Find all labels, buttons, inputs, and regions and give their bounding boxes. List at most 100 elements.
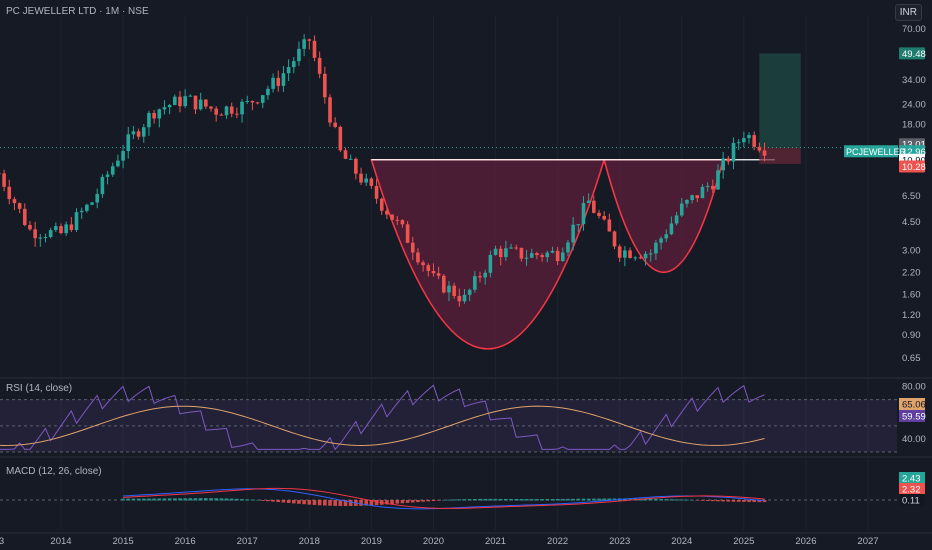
candle [462, 294, 467, 302]
macd-bar [188, 498, 193, 501]
macd-bar [281, 500, 286, 503]
candle [747, 135, 751, 139]
candle [659, 238, 663, 243]
candle [669, 223, 674, 235]
candle [447, 285, 451, 293]
macd-bar [654, 498, 658, 501]
candle [416, 252, 420, 263]
candle [291, 61, 296, 68]
time-tick-label: 13 [0, 536, 4, 547]
price-tick-label: 3.00 [902, 245, 921, 256]
macd-bar [483, 498, 487, 501]
candle [478, 276, 482, 278]
price-tick-label: 4.50 [902, 217, 921, 228]
candle [617, 246, 622, 258]
candle [369, 178, 374, 186]
candle [141, 127, 146, 137]
candle [193, 95, 198, 110]
candle [302, 39, 306, 49]
candle [116, 160, 120, 167]
candle [643, 253, 648, 259]
macd-bar [126, 498, 131, 501]
candle [493, 248, 498, 255]
candle [348, 158, 353, 160]
macd-bar [183, 498, 187, 501]
candle [395, 219, 400, 221]
macd-bar [524, 499, 529, 501]
price-tick-label: 70.00 [902, 24, 926, 35]
candle [0, 173, 1, 175]
time-tick-label: 2017 [237, 536, 258, 547]
macd-bar [385, 500, 389, 505]
candle [607, 219, 612, 232]
candle [695, 195, 700, 199]
price-tick-label: 24.00 [902, 99, 926, 110]
candle [240, 101, 244, 115]
candle [157, 109, 162, 119]
candle [581, 202, 586, 225]
macd-bar [229, 498, 234, 501]
macd-bar [566, 498, 570, 501]
candle [100, 176, 105, 195]
macd-bar [400, 500, 405, 504]
candle [219, 114, 224, 116]
chart-title: PC JEWELLER LTD · 1M · NSE [6, 6, 149, 17]
time-tick-label: 2015 [113, 536, 134, 547]
macd-bar [436, 500, 441, 501]
macd-bar [431, 500, 436, 501]
candle [597, 212, 601, 216]
time-tick-label: 2018 [299, 536, 320, 547]
macd-bar [509, 498, 513, 501]
macd-bar [452, 499, 456, 501]
candle [333, 122, 337, 127]
macd-bar [669, 499, 674, 501]
candle [312, 40, 317, 58]
macd-bar [198, 498, 203, 501]
macd-bar [467, 499, 472, 501]
macd-bar [121, 498, 125, 501]
rsi-ma-value-bg [899, 398, 925, 410]
macd-bar [348, 500, 353, 506]
currency-button[interactable]: INR [894, 4, 922, 21]
candle [147, 112, 151, 128]
macd-bar [338, 500, 343, 506]
candle [762, 150, 767, 156]
candle [385, 210, 389, 215]
macd-bar [374, 500, 379, 506]
candle [69, 224, 74, 230]
candle [105, 174, 110, 177]
macd-bar [659, 498, 663, 501]
macd-bar [286, 500, 291, 503]
candle [260, 95, 265, 103]
macd-bar [752, 500, 756, 503]
candle [74, 212, 79, 230]
macd-bar [726, 500, 731, 502]
candle [183, 96, 187, 107]
candle [126, 134, 131, 152]
candle [550, 250, 555, 253]
candle [498, 248, 503, 258]
time-tick-label: 2021 [485, 536, 506, 547]
candle [679, 203, 684, 216]
candle [514, 247, 519, 249]
candle [95, 194, 100, 203]
candle [540, 255, 544, 258]
rsi-value: 59.59 [902, 412, 926, 423]
macd-bar [390, 500, 394, 505]
macd-bar [250, 499, 255, 501]
macd-bar [498, 498, 503, 501]
candle [281, 73, 286, 86]
candle [431, 270, 436, 274]
macd-bar [576, 498, 581, 501]
candle [410, 242, 415, 253]
rsi-line [0, 384, 765, 451]
rsi-ma-line [0, 405, 765, 446]
macd-histogram [121, 498, 767, 507]
candle [22, 208, 27, 225]
macd-bar [442, 499, 446, 501]
candle [343, 150, 348, 159]
stop-price-label: 10.28 [902, 162, 926, 173]
macd-value: 2.43 [902, 474, 921, 485]
candle [12, 199, 17, 204]
